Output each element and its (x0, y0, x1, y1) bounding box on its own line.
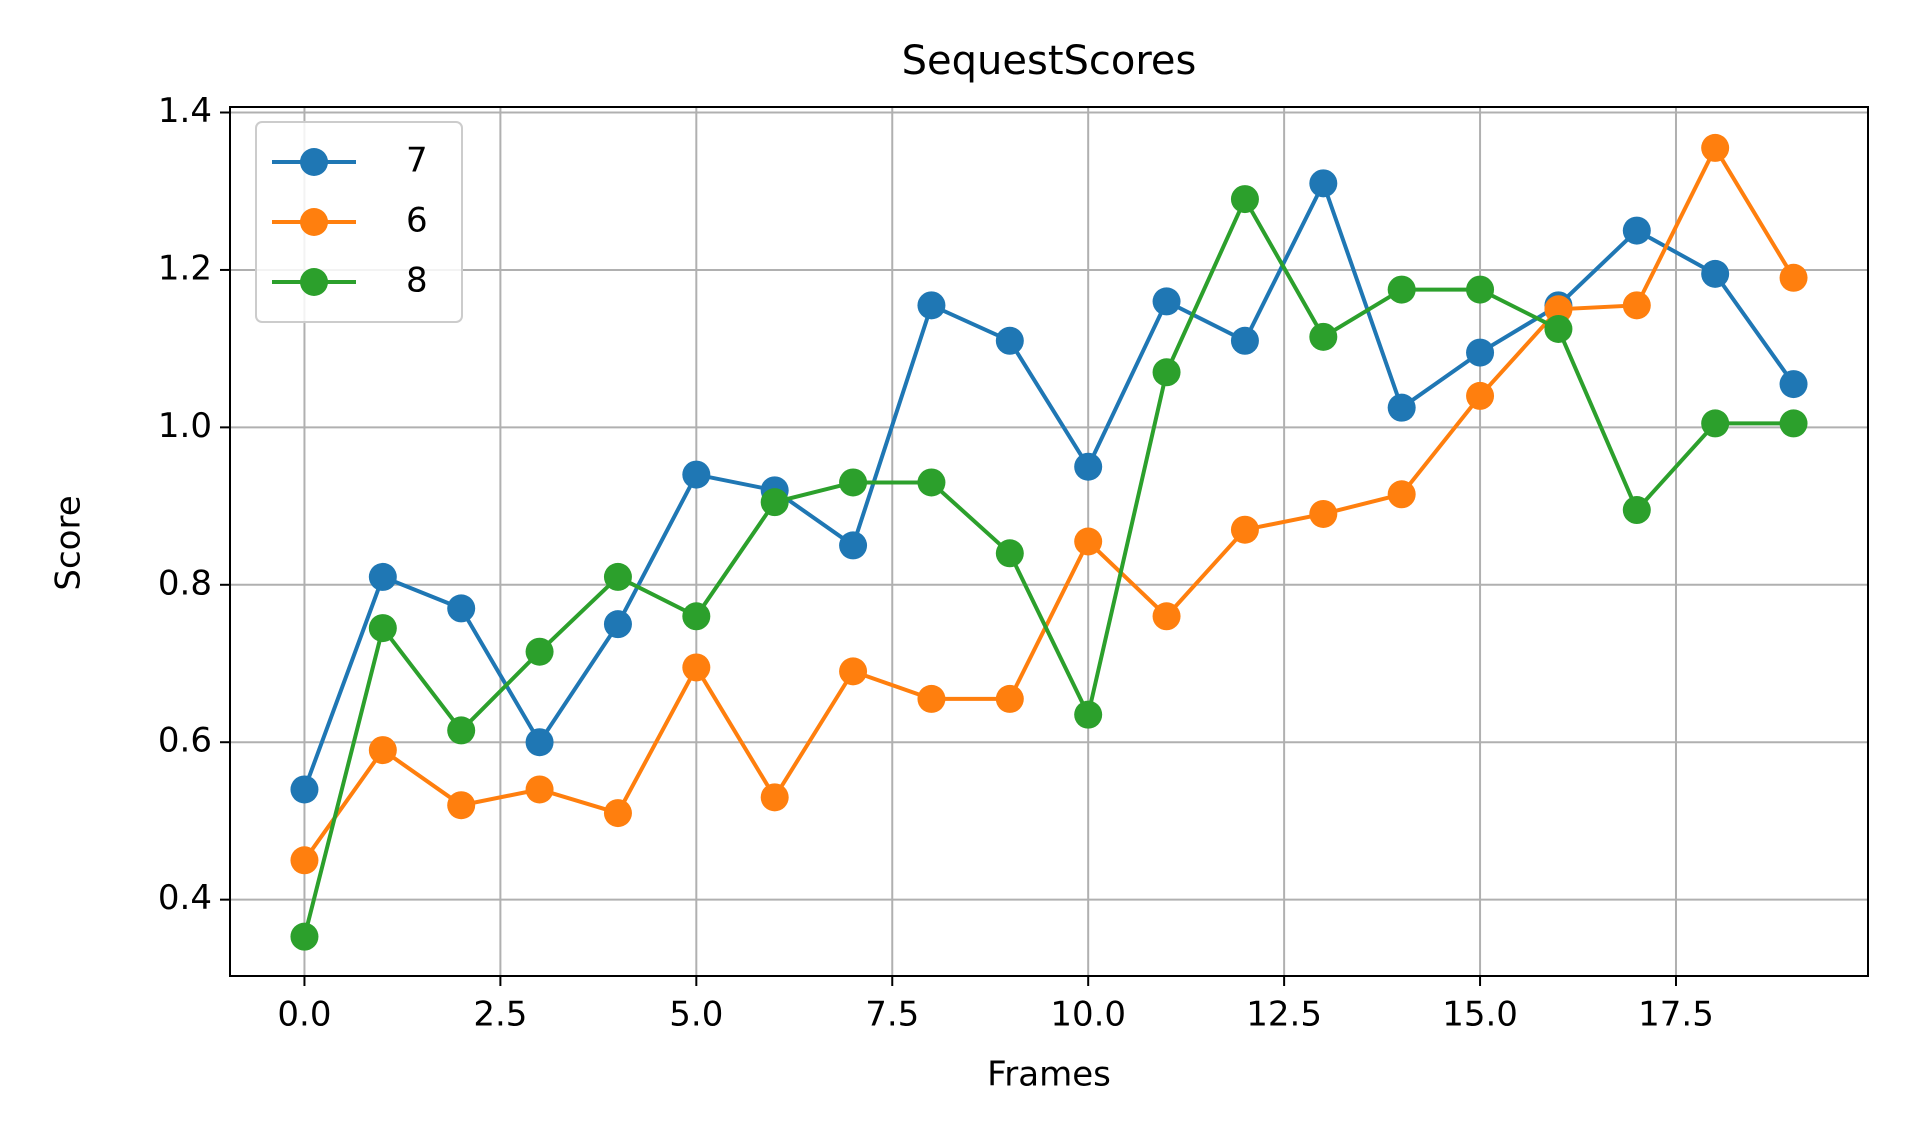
point (995, 539, 1024, 568)
point (682, 653, 711, 682)
point (1701, 133, 1730, 162)
point (1622, 496, 1651, 525)
point (1622, 291, 1651, 320)
point (839, 657, 868, 686)
x-tick-label: 2.5 (473, 995, 527, 1035)
point (290, 922, 319, 951)
point (995, 326, 1024, 355)
point (760, 488, 789, 517)
point (1779, 263, 1808, 292)
series-line (302, 143, 1796, 862)
point (1779, 370, 1808, 399)
x-tick-label: 15.0 (1442, 995, 1518, 1035)
x-tick-label: 12.5 (1246, 995, 1322, 1035)
legend-label: 7 (406, 141, 428, 181)
point (839, 531, 868, 560)
point (1466, 275, 1495, 304)
point (603, 610, 632, 639)
point (1387, 393, 1416, 422)
point (1701, 409, 1730, 438)
point (1701, 259, 1730, 288)
series-line (302, 178, 1796, 791)
point (1544, 314, 1573, 343)
point (1387, 480, 1416, 509)
y-tick-label: 1.2 (158, 248, 212, 288)
point (682, 602, 711, 631)
y-tick-label: 0.4 (158, 878, 212, 918)
chart-title: SequestScores (902, 38, 1197, 84)
x-axis-label: Frames (987, 1055, 1111, 1095)
point (839, 468, 868, 497)
legend-marker (300, 208, 328, 236)
legend-marker (300, 268, 328, 296)
point (447, 716, 476, 745)
y-tick-label: 0.8 (158, 563, 212, 603)
point (1622, 216, 1651, 245)
point (290, 846, 319, 875)
point (1152, 602, 1181, 631)
legend-label: 8 (406, 261, 428, 301)
point (368, 614, 397, 643)
x-tick-label: 10.0 (1050, 995, 1126, 1035)
point (1466, 381, 1495, 410)
point (1230, 185, 1259, 214)
x-tick-label: 17.5 (1638, 995, 1714, 1035)
point (1544, 295, 1573, 324)
y-tick-label: 0.6 (158, 721, 212, 761)
point (917, 684, 946, 713)
point (917, 468, 946, 497)
y-axis-label: Score (49, 495, 89, 590)
point (1230, 515, 1259, 544)
point (525, 637, 554, 666)
point (368, 562, 397, 591)
point (995, 684, 1024, 713)
point (1779, 409, 1808, 438)
point (682, 460, 711, 489)
point (1309, 499, 1338, 528)
point (1466, 338, 1495, 367)
point (1152, 287, 1181, 316)
y-tick-label: 1.4 (158, 91, 212, 131)
y-tick-label: 1.0 (158, 406, 212, 446)
point (760, 783, 789, 812)
point (447, 594, 476, 623)
point (1309, 322, 1338, 351)
point (525, 728, 554, 757)
legend-marker (300, 148, 328, 176)
point (1074, 527, 1103, 556)
x-tick-label: 0.0 (277, 995, 331, 1035)
plot-frame (229, 106, 1869, 977)
point (1387, 275, 1416, 304)
point (917, 291, 946, 320)
point (525, 775, 554, 804)
point (1074, 700, 1103, 729)
point (290, 775, 319, 804)
point (1230, 326, 1259, 355)
point (1309, 169, 1338, 198)
legend-label: 6 (406, 201, 428, 241)
point (603, 799, 632, 828)
point (603, 562, 632, 591)
point (447, 791, 476, 820)
x-tick-label: 5.0 (669, 995, 723, 1035)
point (368, 736, 397, 765)
series-line (302, 194, 1794, 938)
x-tick-label: 7.5 (865, 995, 919, 1035)
point (1074, 452, 1103, 481)
point (1152, 358, 1181, 387)
